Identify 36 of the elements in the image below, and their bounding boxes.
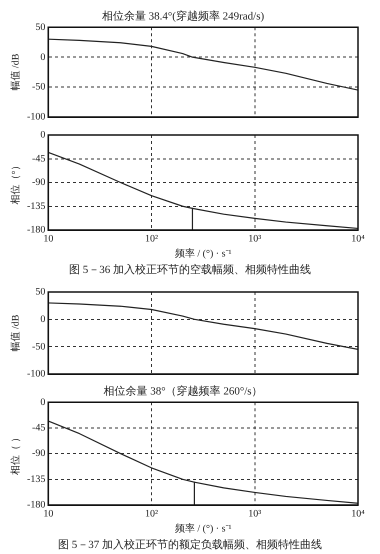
x-axis-title: 频率 / (°) · s⁻¹ <box>174 248 232 260</box>
y-tick-label: -50 <box>32 82 46 93</box>
y-tick-label: 0 <box>40 130 46 141</box>
x-tick-label: 10³ <box>248 508 262 520</box>
y-tick-label: 0 <box>40 396 46 408</box>
y-axis-title: 幅值 /dB <box>10 53 22 91</box>
y-axis-title: 幅值 /dB <box>10 314 22 352</box>
x-tick-label: 10⁴ <box>351 508 366 520</box>
x-tick-label: 10³ <box>248 234 262 245</box>
x-tick-label: 10⁴ <box>351 234 366 245</box>
y-tick-label: -100 <box>26 368 46 380</box>
y-tick-label: -45 <box>32 153 46 164</box>
y-tick-label: -100 <box>26 112 46 123</box>
chart-title: 相位余量 38°（穿越频率 260°/s） <box>103 384 263 398</box>
y-tick-label: -50 <box>32 341 46 352</box>
x-tick-label: 10 <box>43 234 54 245</box>
x-tick-label: 10² <box>145 234 158 245</box>
y-tick-label: -90 <box>32 177 46 188</box>
y-tick-label: 50 <box>35 286 46 298</box>
y-axis-title: 相位（°） <box>10 160 22 204</box>
x-tick-label: 10 <box>43 508 54 520</box>
y-tick-label: -180 <box>26 500 46 511</box>
y-tick-label: -45 <box>32 422 46 434</box>
chart-title: 相位余量 38.4°(穿越频率 249rad/s) <box>102 9 265 22</box>
y-tick-label: 50 <box>35 22 46 33</box>
y-tick-label: 0 <box>40 52 46 63</box>
caption: 图 5－36 加入校正环节的空载幅频、相频特性曲线 <box>68 262 312 277</box>
y-tick-label: -135 <box>26 200 46 212</box>
x-tick-label: 10² <box>145 508 158 520</box>
y-tick-label: -180 <box>26 224 46 236</box>
y-axis-title: 相位（ ） <box>10 432 22 475</box>
y-tick-label: 0 <box>40 314 46 325</box>
y-tick-label: -135 <box>26 474 46 485</box>
caption: 图 5－37 加入校正环节的额定负载幅频、相频特性曲线 <box>57 538 323 552</box>
x-axis-title: 频率 / (°) · s⁻¹ <box>174 522 232 535</box>
y-tick-label: -90 <box>32 448 46 460</box>
